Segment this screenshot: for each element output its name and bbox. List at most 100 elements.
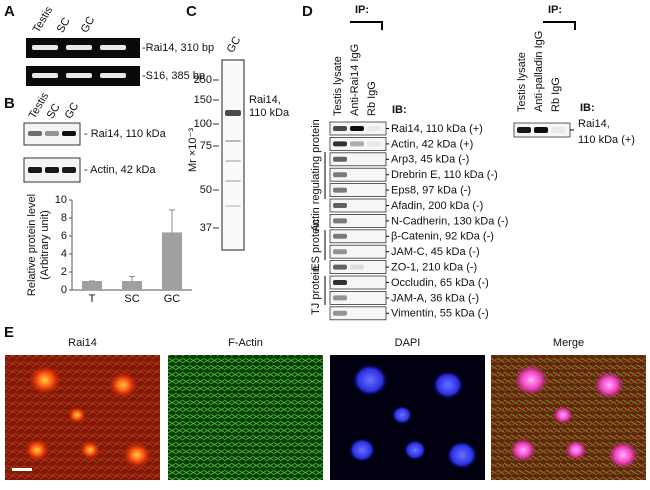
nucleus <box>392 406 412 424</box>
ib-row-label: Occludin, 65 kDa (-) <box>391 277 489 289</box>
lane-label: Anti-Rai14 IgG <box>349 44 361 116</box>
ib-row-label: Rai14, 110 kDa (+) <box>391 123 483 135</box>
band <box>333 310 347 316</box>
y-tick-label: 0 <box>61 284 67 296</box>
gel-band <box>66 73 92 78</box>
group-label: ES protein <box>310 219 322 270</box>
x-tick-label: SC <box>124 293 139 305</box>
gel-band <box>100 45 126 50</box>
ib-row-label: Vimentin, 55 kDa (-) <box>391 308 489 320</box>
nucleus <box>593 371 625 399</box>
lane-label: Rb IgG <box>366 81 378 116</box>
panel-label: C <box>186 3 197 20</box>
band <box>333 264 347 270</box>
band <box>28 131 42 136</box>
gel-band <box>100 73 126 78</box>
band <box>350 126 364 131</box>
ib-row-label: JAM-C, 45 kDa (-) <box>391 246 480 258</box>
channel-title: Merge <box>553 337 584 349</box>
ib-row-label: Actin, 42 kDa (+) <box>391 138 473 150</box>
lane-label: Rb IgG <box>550 77 562 112</box>
lane-label: Testis lysate <box>332 56 344 116</box>
y-tick-label: 8 <box>61 212 67 224</box>
band <box>225 205 241 207</box>
nucleus <box>404 440 426 460</box>
ib-row-label: N-Cadherin, 130 kDa (-) <box>391 215 508 227</box>
nucleus <box>565 440 587 460</box>
nucleus <box>121 441 153 469</box>
y-tick-label: 2 <box>61 266 67 278</box>
bracket <box>543 21 576 30</box>
nucleus <box>446 441 478 469</box>
band <box>28 167 42 173</box>
band-label: 110 kDa <box>249 107 290 119</box>
marker-label: 50 <box>200 184 212 196</box>
ib-row-label: Arp3, 45 kDa (-) <box>391 154 469 166</box>
band <box>333 187 347 193</box>
band <box>225 140 241 142</box>
ib-label: IB: <box>580 102 595 114</box>
panel-label: B <box>4 95 15 112</box>
nucleus <box>607 441 639 469</box>
lane-label: GC <box>63 101 82 121</box>
band <box>367 141 381 147</box>
marker-label: 75 <box>200 140 212 152</box>
error-bar <box>129 276 135 281</box>
band <box>333 280 347 285</box>
nucleus <box>79 440 101 460</box>
band <box>333 249 347 255</box>
y-axis-label: (Arbitrary unit) <box>39 210 51 280</box>
y-tick-label: 6 <box>61 230 67 242</box>
bar <box>122 281 142 290</box>
band <box>45 167 59 173</box>
ip-label: IP: <box>548 4 562 16</box>
nucleus <box>513 364 549 396</box>
ib-label: IB: <box>392 104 407 116</box>
nucleus <box>352 364 388 396</box>
band <box>333 126 347 131</box>
ib-row-label: β-Catenin, 92 kDa (-) <box>391 231 494 243</box>
lane-label: SC <box>55 16 73 35</box>
y-axis-label: Relative protein level <box>26 194 38 296</box>
nucleus <box>348 438 376 462</box>
ib-row-label: 110 kDa (+) <box>578 134 635 146</box>
y-tick-label: 4 <box>61 248 67 260</box>
lane-label: GC <box>79 15 98 35</box>
ib-row-label: ZO-1, 210 kDa (-) <box>391 262 477 274</box>
band <box>333 218 347 224</box>
y-tick-label: 10 <box>55 194 67 206</box>
x-tick-label: T <box>89 293 96 305</box>
gel-band <box>66 45 92 50</box>
band <box>333 172 347 178</box>
ib-row-label: Eps8, 97 kDa (-) <box>391 185 471 197</box>
marker-label: 37 <box>200 222 212 234</box>
lane-label: SC <box>45 102 63 121</box>
micrograph <box>168 355 323 480</box>
nucleus <box>509 438 537 462</box>
band <box>333 203 347 208</box>
band <box>534 127 548 133</box>
band <box>45 131 59 136</box>
band <box>225 160 241 162</box>
channel-title: Rai14 <box>68 337 97 349</box>
nucleus <box>107 371 139 399</box>
bar <box>82 281 102 290</box>
band <box>225 110 241 116</box>
band <box>367 126 381 131</box>
nucleus <box>553 406 573 424</box>
band-label: -Rai14, 310 bp <box>142 42 214 54</box>
bracket <box>350 21 383 30</box>
gel-band <box>32 45 58 50</box>
band <box>62 131 76 136</box>
marker-label: 250 <box>194 74 212 86</box>
bar <box>162 232 182 290</box>
nucleus <box>67 406 87 424</box>
ib-row-label: Afadin, 200 kDa (-) <box>391 200 483 212</box>
band <box>551 127 565 133</box>
error-bar <box>169 209 175 233</box>
scale-bar <box>12 468 32 471</box>
ib-row-label: Drebrin E, 110 kDa (-) <box>391 169 498 181</box>
band <box>350 141 364 147</box>
panel-label: E <box>4 324 14 341</box>
